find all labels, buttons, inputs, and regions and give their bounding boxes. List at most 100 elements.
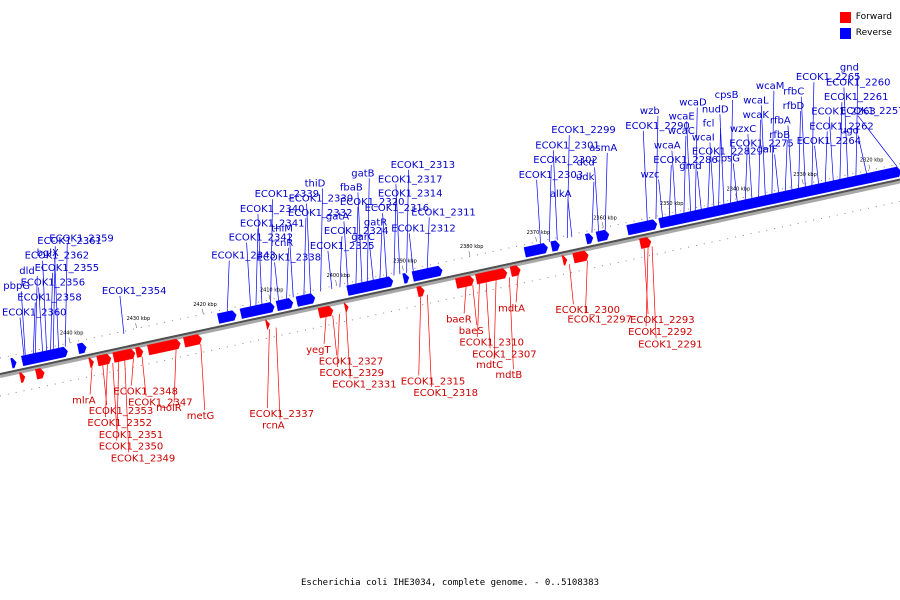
gene-leader-line — [855, 72, 859, 176]
gene-label: wzxC — [730, 124, 756, 135]
gene-label: ECOK1_2320 — [340, 197, 405, 208]
gene-label: ugd — [840, 125, 859, 136]
legend-reverse-label: Reverse — [855, 28, 892, 38]
scale-tick-label: 2420 kbp — [193, 302, 217, 308]
gene-label: asmA — [589, 143, 617, 154]
scale-tick-label: 2430 kbp — [127, 316, 151, 322]
gene-leader-line — [730, 99, 733, 203]
gene-label: dcd — [577, 157, 595, 168]
reverse-gene-arrow — [77, 342, 87, 355]
gene-label: ECOK1_2282 — [692, 147, 757, 158]
gene-leader-line — [393, 198, 397, 276]
gene-leader-line — [327, 250, 333, 290]
leader-lines — [19, 72, 898, 453]
scale-tick-mark — [735, 193, 737, 199]
gene-label: ECOK1_2264 — [797, 136, 862, 147]
gene-leader-line — [246, 242, 251, 307]
gene-leader-line — [173, 349, 177, 403]
forward-gene-arrow — [147, 338, 181, 356]
legend: Forward Reverse — [839, 9, 892, 41]
gene-leader-line — [824, 131, 828, 183]
gene-leader-line — [274, 262, 279, 301]
reverse-gene-arrow — [550, 240, 560, 252]
scale-tick-mark — [668, 207, 671, 213]
gene-label: dld — [19, 266, 34, 277]
reverse-gene-arrow — [595, 229, 610, 242]
scale-tick-label: 2350 kbp — [660, 201, 684, 207]
gene-leader-line — [54, 258, 59, 349]
gene-label: wzc — [641, 170, 660, 181]
gene-label: ECOK1_2325 — [310, 241, 375, 252]
gene-label: ECOK1_2361 — [37, 236, 102, 247]
reverse-gene-arrow — [275, 298, 294, 312]
gene-label: ECOK1_2329 — [319, 368, 384, 379]
gene-leader-line — [771, 90, 775, 194]
gene-leader-line — [493, 280, 497, 360]
gene-label: ECOK1_2263 — [811, 107, 876, 118]
forward-gene-arrow — [112, 348, 136, 363]
gene-label: thiD — [305, 178, 326, 189]
gene-label: baeR — [446, 315, 472, 326]
gene-leader-line — [651, 246, 657, 339]
gene-leader-line — [50, 272, 53, 350]
gene-leader-line — [857, 115, 898, 168]
gene-label: mlrA — [72, 395, 96, 406]
reverse-swatch — [839, 27, 851, 39]
gene-leader-line — [286, 247, 289, 299]
forward-gene-arrow — [35, 368, 45, 380]
gene-leader-line — [89, 367, 93, 395]
gene-label: mdtA — [498, 303, 525, 314]
gene-label: ECOK1_2303 — [519, 170, 584, 181]
gene-leader-line — [784, 139, 788, 192]
gene-label: ECOK1_2260 — [826, 77, 891, 88]
forward-gene-arrow — [343, 302, 349, 313]
genome-caption: Escherichia coli IHE3034, complete genom… — [300, 578, 599, 588]
gene-label: ECOK1_2356 — [21, 277, 86, 288]
forward-gene-arrow — [561, 255, 568, 266]
forward-gene-arrow — [416, 286, 425, 298]
gene-label: ECOK1_2343 — [211, 251, 276, 262]
gene-label: ECOK1_2317 — [378, 174, 443, 185]
genome-backbone — [0, 178, 900, 375]
gene-label: ECOK1_2350 — [99, 442, 164, 453]
genome-axis — [0, 163, 900, 397]
scale-tick-label: 2380 kbp — [460, 244, 484, 250]
gene-label: ECOK1_2301 — [535, 140, 600, 151]
gene-leader-line — [303, 218, 307, 296]
gene-leader-line — [686, 121, 691, 212]
gene-label: rfbA — [770, 116, 791, 127]
gene-leader-line — [124, 360, 130, 453]
gene-label: ECOK1_2349 — [111, 453, 176, 464]
gene-leader-line — [408, 233, 414, 272]
gene-label: fbaB — [340, 182, 363, 193]
gene-label: yegT — [306, 345, 331, 356]
gene-label: ECOK1_2293 — [630, 315, 695, 326]
scale-tick-label: 2440 kbp — [60, 331, 84, 337]
scale-tick-mark — [135, 323, 137, 329]
gene-leader-line — [760, 105, 766, 196]
gene-label: ECOK1_2362 — [25, 251, 90, 262]
gene-leader-line — [567, 199, 573, 238]
gene-label: mdtC — [476, 360, 503, 371]
reverse-gene-arrow — [626, 219, 658, 236]
gene-leader-line — [463, 286, 467, 314]
gene-leader-line — [696, 171, 702, 210]
gene-label: ECOK1_2314 — [378, 189, 443, 200]
genome-backbone-shadow — [0, 179, 900, 378]
gene-leader-line — [119, 295, 125, 334]
legend-forward-label: Forward — [855, 12, 892, 22]
gene-label: rcnA — [262, 421, 285, 432]
gene-label: ECOK1_2332 — [288, 208, 353, 219]
gene-label: ECOK1_2299 — [551, 125, 616, 136]
gene-label: cpsB — [715, 90, 739, 101]
gene-label: ECOK1_2340 — [240, 204, 305, 215]
gene-label: ECOK1_2313 — [391, 160, 456, 171]
reverse-gene-arrow — [295, 293, 316, 307]
gene-label: udk — [576, 172, 595, 183]
gene-leader-line — [32, 302, 36, 354]
gene-label: gatB — [351, 168, 374, 179]
gene-leader-line — [382, 213, 387, 278]
gene-label: ECOK1_2311 — [411, 207, 476, 218]
gene-label: wcaD — [679, 97, 707, 108]
gene-label: alkA — [550, 189, 572, 200]
